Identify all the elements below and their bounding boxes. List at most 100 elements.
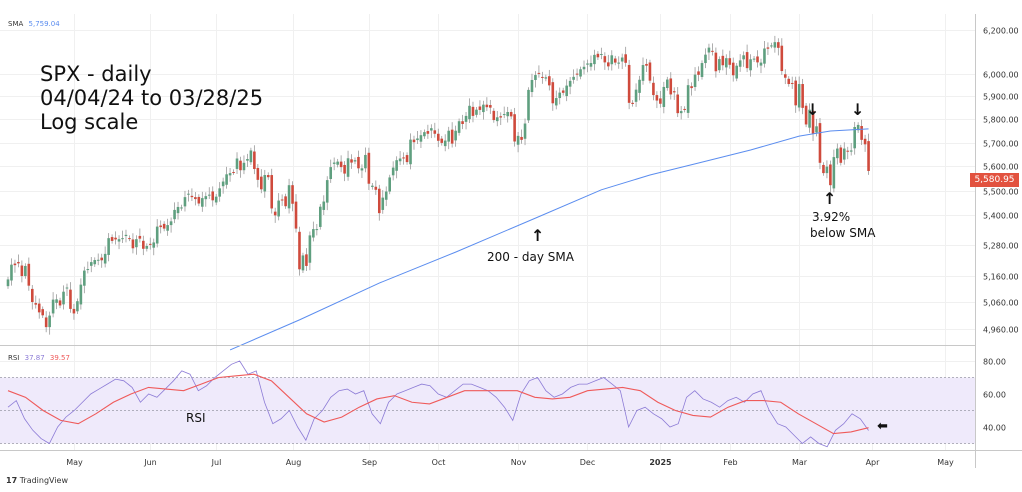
time-tick-label: 2025 <box>649 458 672 467</box>
candle-down <box>672 91 676 93</box>
rsi-tick-label: 60.00 <box>983 391 1006 400</box>
tradingview-logo[interactable]: 𝟭𝟳 TradingView <box>6 476 68 485</box>
candle-down <box>41 309 44 316</box>
time-tick-label: Jun <box>143 458 157 467</box>
candle-down <box>745 52 749 69</box>
candle-up <box>759 62 763 66</box>
candle-up <box>51 299 55 314</box>
candle-up <box>360 168 364 171</box>
candle-down <box>72 308 76 314</box>
candle-down <box>867 141 870 171</box>
candle-up <box>797 84 801 108</box>
candle-down <box>377 188 381 214</box>
rsi-tick-label: 80.00 <box>983 358 1006 367</box>
up-arrow-icon: ↑ <box>531 226 545 245</box>
candle-up <box>242 162 246 171</box>
candle-up <box>204 196 208 200</box>
candle-down <box>159 225 162 228</box>
candle-up <box>263 175 267 192</box>
candle-up <box>686 85 690 113</box>
candle-down <box>461 121 464 124</box>
candle-up <box>447 130 450 142</box>
candle-down <box>728 58 732 65</box>
candle-up <box>336 161 339 165</box>
time-tick-label: May <box>66 458 83 467</box>
candle-down <box>128 238 131 240</box>
candle-down <box>450 129 454 144</box>
candle-down <box>13 263 17 266</box>
candle-down <box>777 42 780 48</box>
candle-up <box>103 253 107 264</box>
candle-down <box>211 191 215 201</box>
rsi-ma-line <box>7 373 869 435</box>
candle-up <box>207 194 211 196</box>
candle-up <box>502 114 506 116</box>
candle-down <box>829 164 832 186</box>
candle-up <box>353 160 357 162</box>
rsi-legend[interactable]: RSI 37.87 39.57 <box>8 354 70 362</box>
candle-up <box>398 158 402 162</box>
candle-up <box>749 59 752 71</box>
sma-200-line <box>229 128 869 351</box>
candle-down <box>603 56 607 63</box>
time-tick-label: Dec <box>580 458 595 467</box>
candle-up <box>565 85 568 97</box>
candle-up <box>825 166 829 174</box>
candle-down <box>69 289 72 309</box>
candle-down <box>239 160 242 171</box>
candle-up <box>770 45 773 47</box>
candle-up <box>6 279 10 287</box>
time-axis[interactable]: May Jun Jul Aug Sep Oct Nov Dec 2025 Feb Mar Apr May <box>66 458 954 467</box>
candle-down <box>509 111 513 117</box>
candle-down <box>436 133 440 141</box>
candle-down <box>280 199 284 201</box>
candle-down <box>721 55 725 66</box>
candle-down <box>273 211 277 216</box>
candle-up <box>724 58 728 68</box>
candle-up <box>169 221 173 226</box>
down-arrow-icon: ↓ <box>851 100 865 119</box>
candle-down <box>541 76 544 78</box>
price-tick-label: 5,160.00 <box>983 273 1019 282</box>
candle-up <box>423 132 426 137</box>
candle-up <box>773 42 777 48</box>
candle-down <box>357 156 360 169</box>
candle-up <box>79 284 83 305</box>
candle-up <box>308 235 312 263</box>
candle-down <box>839 147 843 163</box>
candle-down <box>114 237 117 240</box>
candle-down <box>294 201 298 229</box>
candle-down <box>645 63 648 66</box>
candle-down <box>561 90 565 93</box>
candle-down <box>20 265 24 277</box>
candle-down <box>863 138 867 145</box>
price-axis[interactable]: 4,960.00 5,060.00 5,160.00 5,280.00 5,400.00… <box>983 27 1019 433</box>
candle-down <box>17 261 20 264</box>
candle-up <box>93 260 97 265</box>
below-sma-text: below SMA <box>810 226 876 240</box>
candle-down <box>613 58 617 63</box>
candle-up <box>443 140 447 147</box>
candle-up <box>620 57 624 62</box>
candle-down <box>766 47 770 49</box>
candle-up <box>600 53 603 55</box>
candle-up <box>83 270 86 286</box>
price-tick-label: 6,000.00 <box>983 71 1019 80</box>
candle-up <box>662 86 666 107</box>
candle-up <box>319 206 322 227</box>
candle-up <box>506 111 509 117</box>
sma-legend[interactable]: SMA 5,759.04 <box>8 20 60 28</box>
chart-title: SPX - daily 04/04/24 to 03/28/25 Log sca… <box>40 62 263 134</box>
time-tick-label: Feb <box>723 458 737 467</box>
time-tick-label: May <box>937 458 954 467</box>
candle-down <box>197 196 201 204</box>
candle-down <box>138 235 142 239</box>
candle-down <box>412 139 416 143</box>
candle-down <box>142 240 145 249</box>
candle-down <box>492 110 496 121</box>
rsi-ma-legend-value: 39.57 <box>49 354 70 362</box>
price-tick-label: 5,800.00 <box>983 116 1019 125</box>
candle-down <box>756 56 759 63</box>
candle-down <box>787 78 791 85</box>
candle-up <box>346 158 350 177</box>
